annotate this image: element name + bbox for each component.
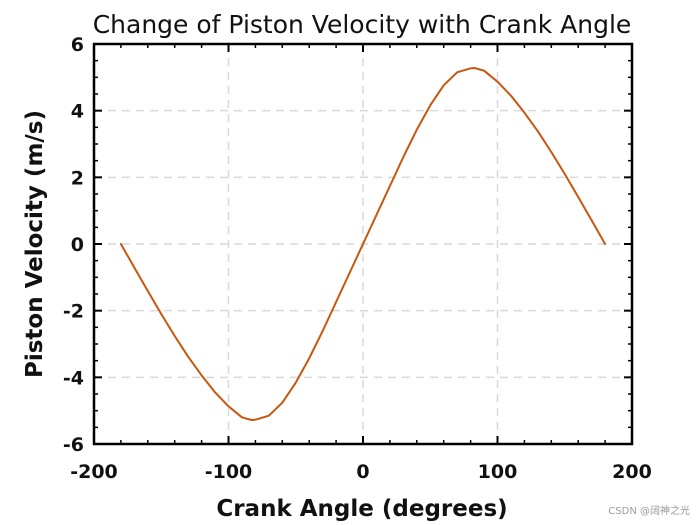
series-line-piston-velocity xyxy=(119,67,607,421)
y-tick-label: 0 xyxy=(71,234,84,256)
ticks: -200 -100 0 100 200 -6 -4 -2 0 2 4 6 xyxy=(63,34,652,483)
y-tick-label: 2 xyxy=(71,167,84,189)
x-tick-label: 100 xyxy=(478,461,518,483)
x-tick-label: -200 xyxy=(70,461,118,483)
y-tick-label: 6 xyxy=(71,34,84,56)
chart-title: Change of Piston Velocity with Crank Ang… xyxy=(93,10,632,39)
x-tick-label: 200 xyxy=(612,461,652,483)
x-tick-label: 0 xyxy=(356,461,369,483)
x-tick-label: -100 xyxy=(205,461,253,483)
x-axis-label: Crank Angle (degrees) xyxy=(216,496,507,522)
y-axis-label: Piston Velocity (m/s) xyxy=(22,110,48,378)
y-tick-label: 4 xyxy=(71,101,84,123)
y-tick-label: -6 xyxy=(63,434,84,456)
y-tick-label: -2 xyxy=(63,301,84,323)
y-tick-label: -4 xyxy=(63,367,84,389)
watermark-text: CSDN @阔神之光 xyxy=(608,504,690,517)
series-layer xyxy=(119,67,607,421)
